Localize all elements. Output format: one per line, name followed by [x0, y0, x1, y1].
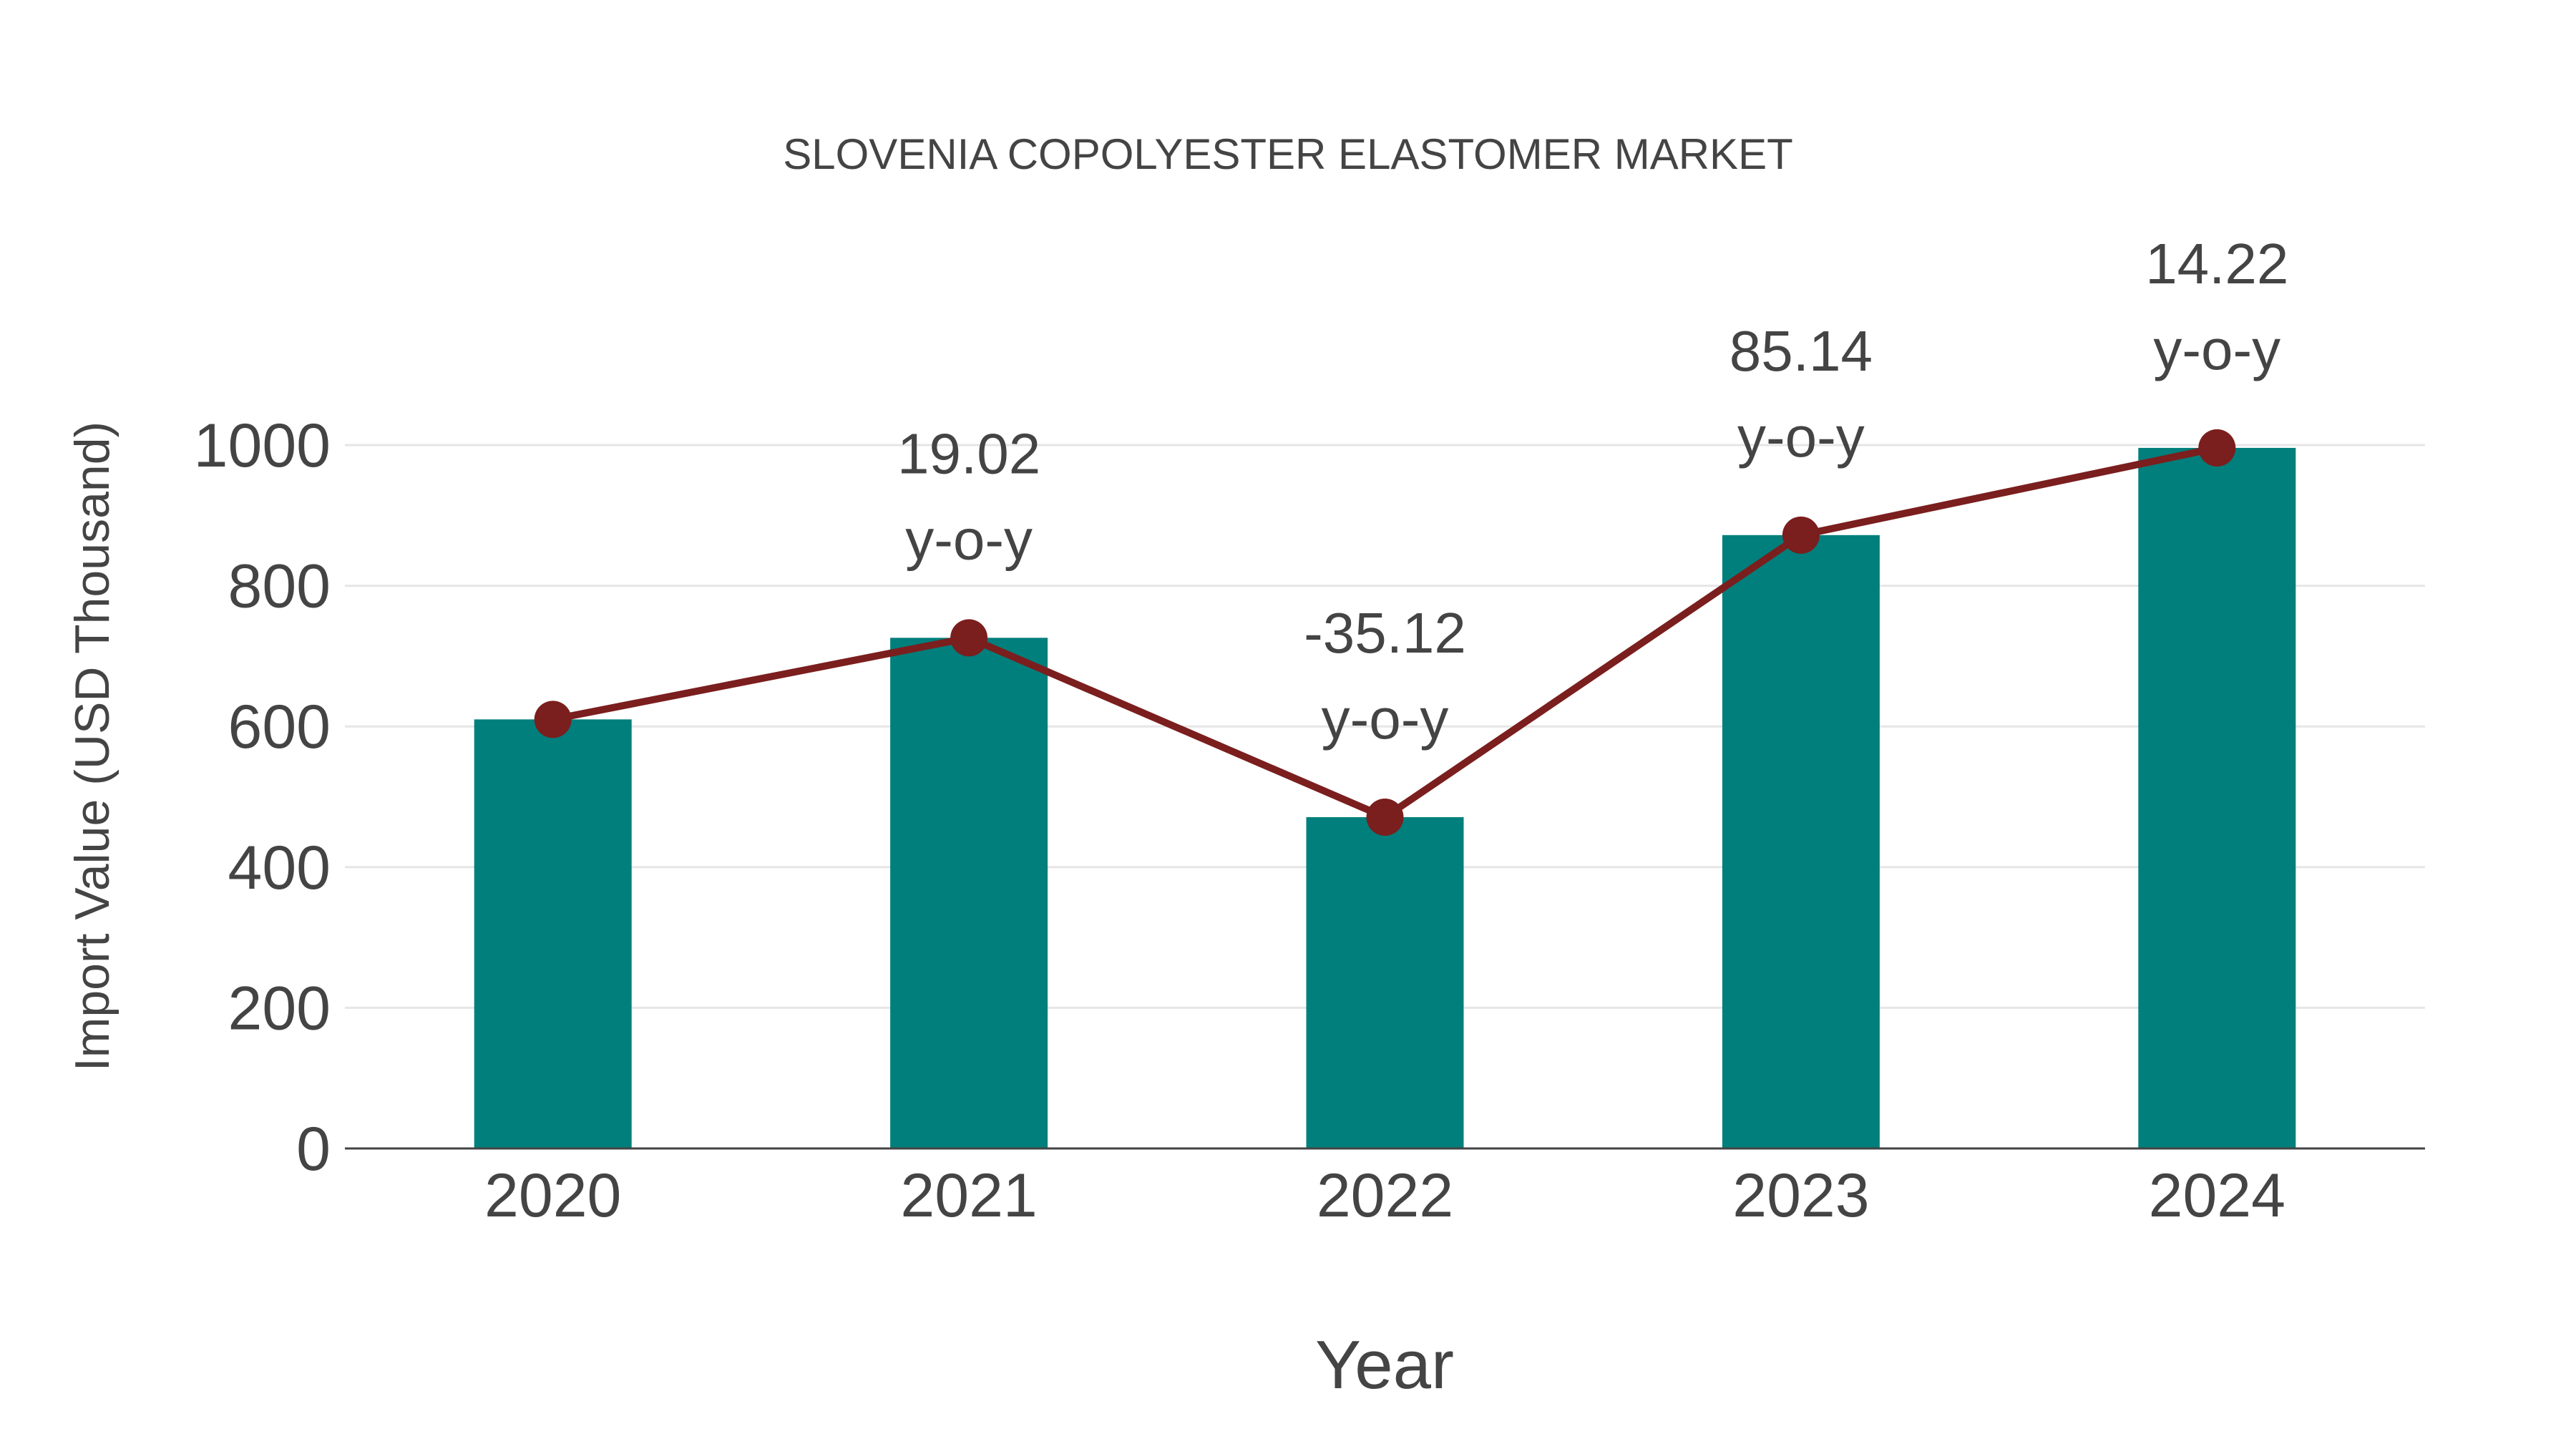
trend-marker: [1782, 516, 1820, 554]
bar-2020: [474, 719, 632, 1148]
y-axis-title: Import Value (USD Thousand): [65, 421, 119, 1071]
yoy-label: y-o-y: [1737, 405, 1865, 469]
x-axis-ticks: 2020 2021 2022 2023 2024: [484, 1161, 2285, 1230]
yoy-annotations: 19.02 y-o-y -35.12 y-o-y 85.14 y-o-y 14.22 y-o-…: [897, 232, 2288, 751]
bar-2024: [2138, 447, 2296, 1148]
y-tick-label: 0: [296, 1115, 331, 1184]
bar-2023: [1722, 535, 1880, 1148]
x-tick-label: 2022: [1317, 1161, 1453, 1230]
bars: [474, 447, 2296, 1148]
trend-marker: [534, 701, 572, 738]
y-tick-label: 600: [228, 693, 331, 761]
yoy-value: 85.14: [1729, 319, 1873, 383]
yoy-label: y-o-y: [905, 507, 1033, 571]
yoy-value: -35.12: [1304, 601, 1466, 665]
y-tick-label: 400: [228, 834, 331, 902]
yoy-value: 14.22: [2145, 232, 2288, 296]
y-tick-label: 1000: [194, 411, 331, 480]
y-axis-ticks: 0 200 400 600 800 1000: [194, 411, 331, 1184]
y-tick-label: 800: [228, 552, 331, 621]
trend-line: [534, 429, 2236, 836]
yoy-label: y-o-y: [1322, 687, 1449, 751]
trend-marker: [950, 619, 988, 657]
x-tick-label: 2024: [2149, 1161, 2285, 1230]
x-tick-label: 2023: [1732, 1161, 1869, 1230]
bar-2021: [890, 638, 1048, 1148]
gridlines: [345, 444, 2425, 1009]
x-tick-label: 2020: [484, 1161, 621, 1230]
trend-marker: [2198, 429, 2236, 467]
trend-marker: [1366, 799, 1404, 836]
x-axis-title: Year: [1315, 1327, 1454, 1403]
x-tick-label: 2021: [900, 1161, 1037, 1230]
chart-title: SLOVENIA COPOLYESTER ELASTOMER MARKET: [783, 130, 1793, 178]
yoy-label: y-o-y: [2153, 318, 2280, 381]
bar-2022: [1306, 817, 1464, 1148]
y-tick-label: 200: [228, 974, 331, 1043]
yoy-value: 19.02: [897, 421, 1040, 485]
